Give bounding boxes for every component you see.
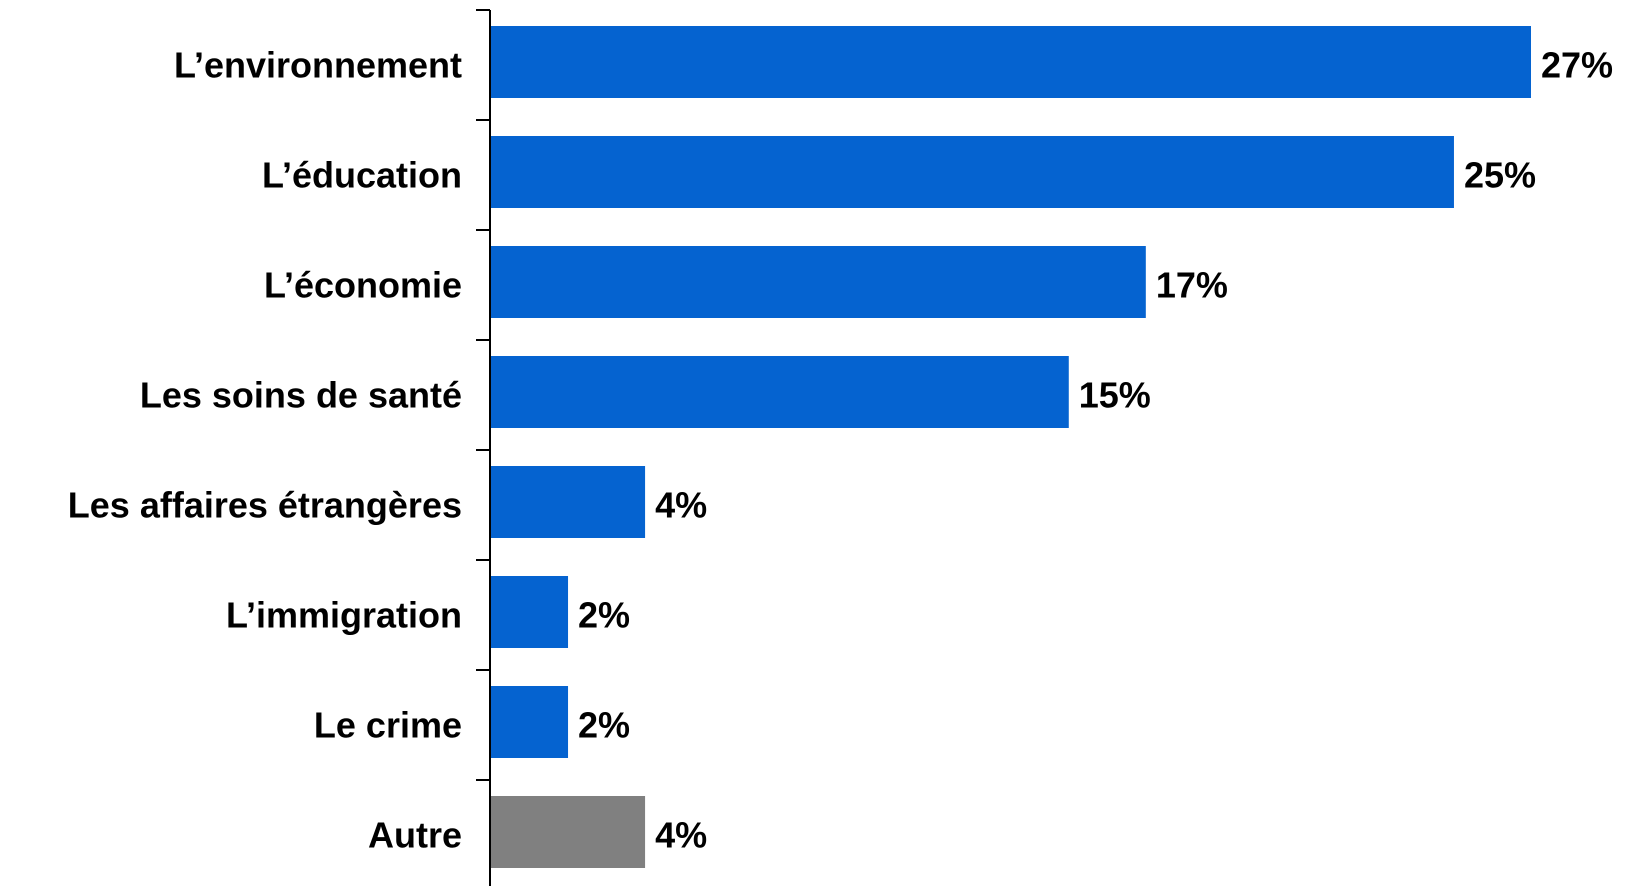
data-label: 2% <box>578 595 630 636</box>
bars-group <box>491 26 1531 868</box>
data-label: 15% <box>1079 375 1151 416</box>
category-label: L’économie <box>264 265 462 306</box>
bar <box>491 356 1069 428</box>
bar <box>491 466 646 538</box>
data-label: 17% <box>1156 265 1228 306</box>
data-label: 27% <box>1541 45 1613 86</box>
category-label: Les affaires étrangères <box>68 485 462 526</box>
category-label: L’immigration <box>226 595 462 636</box>
bar <box>491 686 569 758</box>
data-label: 25% <box>1464 155 1536 196</box>
category-axis <box>476 9 491 886</box>
category-label: L’éducation <box>262 155 462 196</box>
data-label: 4% <box>655 815 707 856</box>
category-label: Les soins de santé <box>140 375 462 416</box>
bar <box>491 26 1531 98</box>
value-labels: 27% 25% 17% 15% 4% 2% 2% 4% <box>578 45 1613 856</box>
bar <box>491 796 646 868</box>
category-labels: L’environnement L’éducation L’économie Les … <box>68 45 462 856</box>
bar <box>491 576 569 648</box>
data-label: 2% <box>578 705 630 746</box>
bar <box>491 136 1454 208</box>
category-label: L’environnement <box>174 45 462 86</box>
category-label: Le crime <box>314 705 462 746</box>
bar <box>491 246 1146 318</box>
data-label: 4% <box>655 485 707 526</box>
category-label: Autre <box>368 815 462 856</box>
